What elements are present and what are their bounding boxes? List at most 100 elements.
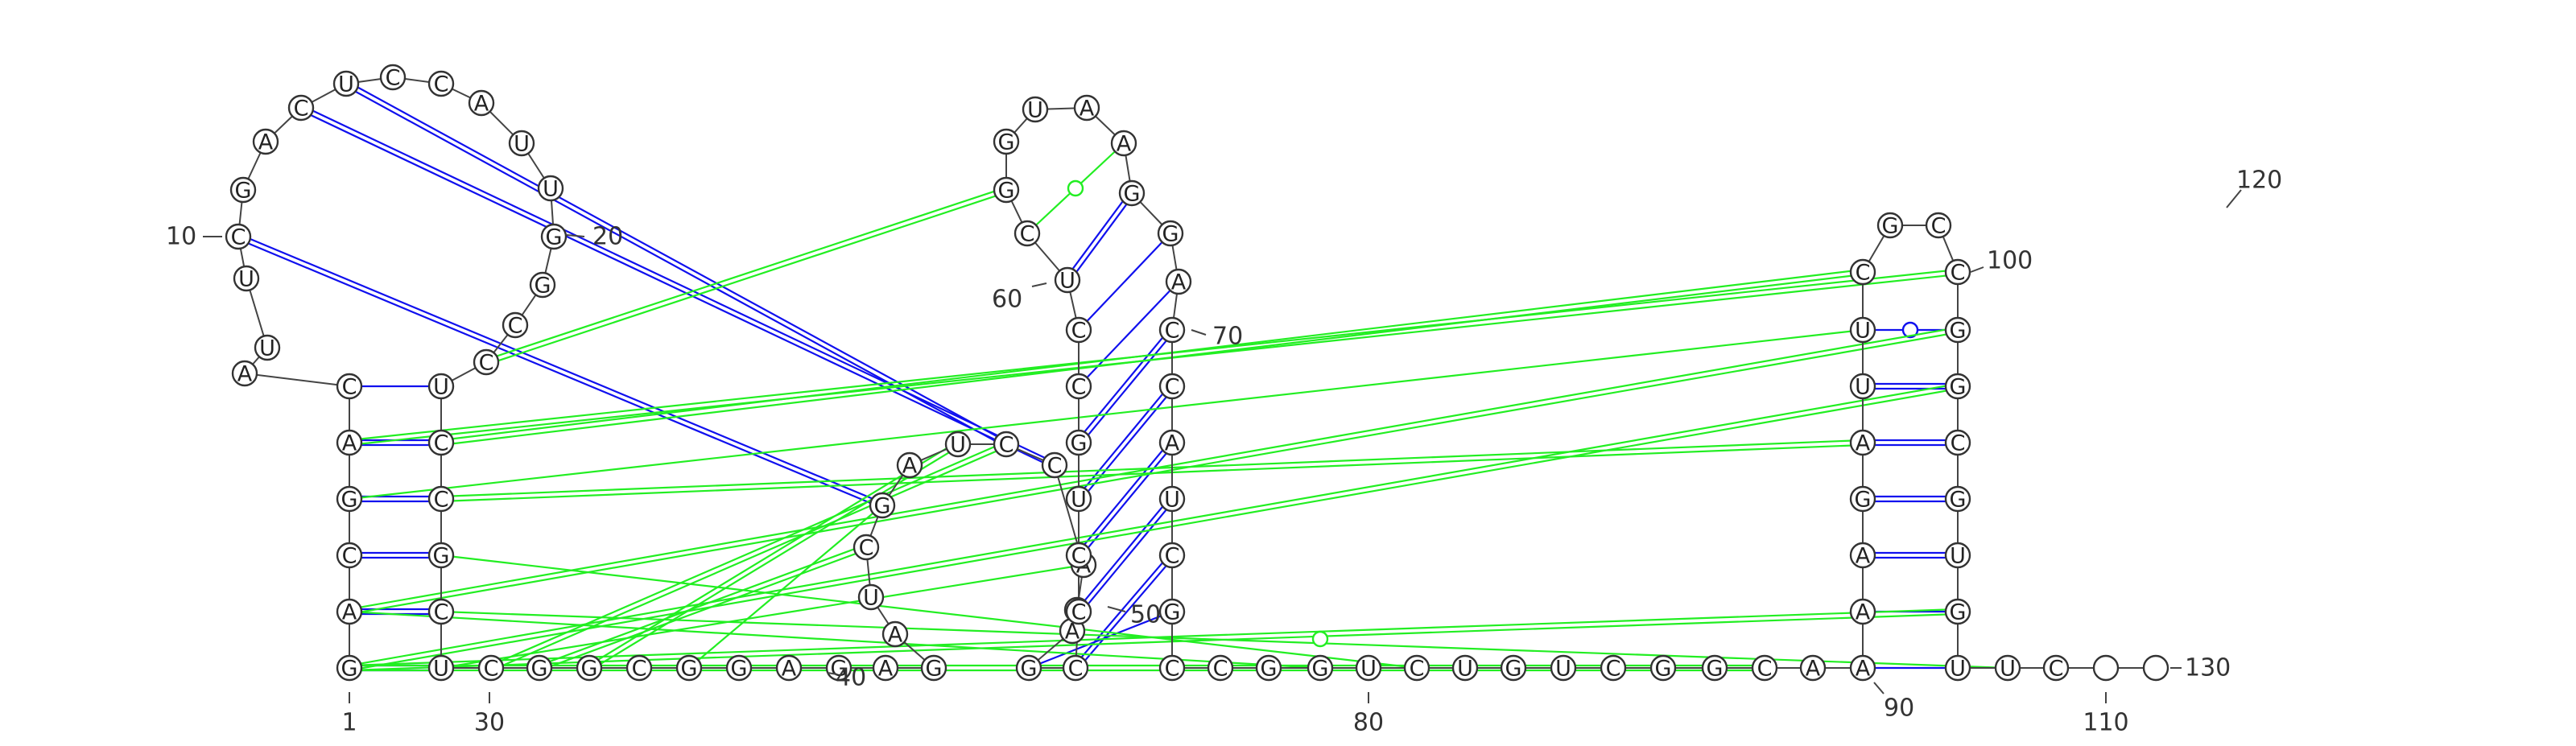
nucleotide: G: [1944, 316, 1971, 344]
pair-line: [349, 331, 1959, 616]
nucleotide: U: [1158, 485, 1186, 513]
pair-line: [349, 326, 1958, 611]
nucleotide-circle: [1944, 485, 1971, 513]
nucleotide-letter: C: [2049, 657, 2064, 682]
nucleotide-letter: A: [1065, 620, 1080, 645]
nucleotide-letter: C: [1757, 657, 1773, 682]
nucleotide-circle: [869, 492, 896, 519]
nucleotide-circle: [254, 334, 281, 361]
nucleotide-letter: G: [926, 657, 943, 682]
position-number: 100: [1987, 247, 2033, 275]
nucleotide: U: [1849, 316, 1876, 344]
nucleotide: C: [225, 223, 252, 250]
nucleotide-circle: [529, 271, 556, 299]
position-tick: [1031, 282, 1047, 287]
nucleotide-letter: U: [1950, 544, 1966, 569]
nucleotide: A: [896, 451, 923, 479]
nucleotide-letter: C: [1068, 657, 1084, 682]
nucleotide: C: [1925, 212, 1952, 239]
nucleotide-letter: G: [433, 544, 450, 569]
nucleotide: G: [1118, 179, 1146, 207]
nucleotide: A: [1849, 598, 1876, 625]
nucleotide-letter: G: [531, 657, 548, 682]
nucleotide-circle: [2042, 654, 2070, 682]
nucleotide-letter: C: [434, 488, 449, 513]
nucleotide: C: [1751, 654, 1778, 682]
nucleotide-letter: C: [1071, 544, 1087, 569]
nucleotide-circle: [675, 654, 703, 682]
pair-line: [440, 610, 2008, 670]
nucleotide-letter: U: [433, 657, 449, 682]
nucleotide: [2142, 654, 2169, 682]
nucleotide: C: [1065, 316, 1092, 344]
nucleotide-circle: [1944, 373, 1971, 400]
nucleotide: A: [1849, 542, 1876, 569]
nucleotide-circle: [775, 654, 803, 682]
nucleotide: A: [1849, 429, 1876, 456]
nucleotide: C: [1062, 654, 1089, 682]
position-label: 100: [1970, 247, 2033, 275]
nucleotide-letter: G: [581, 657, 598, 682]
nucleotide: C: [625, 654, 653, 682]
nucleotide: A: [336, 429, 363, 456]
position-tick: [2226, 189, 2242, 208]
nucleotide-circle: [1158, 485, 1186, 513]
nucleotide: G: [529, 271, 556, 299]
wobble-pair-marker: [1901, 321, 1919, 339]
nucleotide-letter: U: [1457, 657, 1473, 682]
position-number: 130: [2185, 654, 2231, 682]
position-number: 80: [1353, 709, 1384, 737]
nucleotide-letter: C: [508, 314, 523, 339]
nucleotide: U: [233, 265, 260, 292]
nucleotide: A: [872, 654, 899, 682]
nucleotide-letter: A: [237, 362, 253, 387]
nucleotide-letter: C: [1213, 657, 1228, 682]
pair-line: [1068, 194, 1135, 282]
pair-line: [539, 548, 868, 671]
position-label: 60: [992, 282, 1047, 314]
nucleotide-circle: [229, 176, 257, 204]
nucleotide: U: [1022, 96, 1049, 123]
base-pair-link: [440, 554, 1418, 670]
nucleotide-circle: [473, 348, 500, 376]
nucleotide: G: [869, 492, 896, 519]
nucleotide-letter: G: [874, 494, 891, 519]
nucleotide: C: [427, 598, 455, 625]
nucleotide-circle: [336, 598, 363, 625]
nucleotide-letter: G: [1655, 657, 1672, 682]
nucleotide-letter: U: [1555, 657, 1571, 682]
position-tick: [827, 672, 838, 675]
nucleotide-letter: G: [1950, 319, 1967, 344]
position-tick: [1873, 682, 1885, 694]
nucleotide: C: [1600, 654, 1627, 682]
nucleotide-letter: C: [342, 375, 357, 400]
nucleotide-letter: G: [1707, 657, 1724, 682]
nucleotide-letter: C: [1856, 261, 1871, 286]
nucleotide-circle: [1944, 654, 1971, 682]
nucleotide-letter: G: [341, 657, 358, 682]
position-number: 40: [836, 664, 866, 692]
nucleotide: C: [993, 431, 1020, 458]
position-label: 70: [1191, 323, 1243, 351]
position-label: 30: [474, 692, 505, 737]
base-pair-link: [1863, 495, 1958, 503]
nucleotide-letter: A: [888, 623, 903, 648]
nucleotide-letter: G: [235, 179, 252, 204]
nucleotide-circle: [1158, 429, 1186, 456]
nucleotide-letter: U: [514, 132, 530, 157]
pair-line: [1078, 233, 1171, 331]
nucleotide-letter: C: [386, 66, 401, 91]
nucleotide: G: [1307, 654, 1334, 682]
nucleotide-circle: [379, 64, 407, 91]
nucleotide: U: [332, 70, 360, 97]
wobble-pair-marker: [1067, 179, 1084, 197]
nucleotide-circle: [1944, 598, 1971, 625]
nucleotide-letter: G: [1261, 657, 1278, 682]
nucleotide-circle: [1849, 429, 1876, 456]
nucleotide-circle: [1649, 654, 1677, 682]
base-pair-link: [1078, 233, 1171, 331]
nucleotide-circle: [881, 620, 909, 648]
nucleotide: A: [231, 360, 258, 387]
